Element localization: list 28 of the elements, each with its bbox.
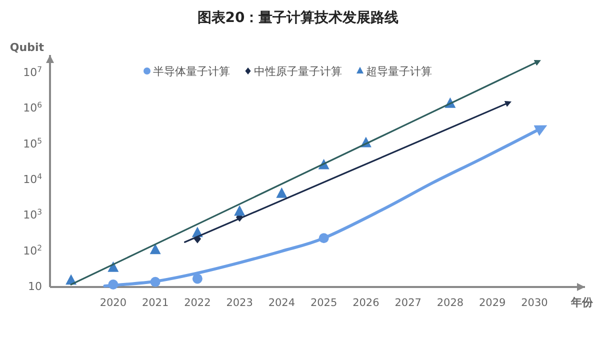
y-tick-label: 10$^{6}$ xyxy=(23,100,42,115)
y-tick-label: 10$^{2}$ xyxy=(23,242,42,258)
y-tick-label: 10$^{5}$ xyxy=(23,136,42,150)
legend-label: 半导体量子计算 xyxy=(153,65,230,78)
point xyxy=(150,244,161,254)
x-tick-label: 2030 xyxy=(521,297,548,309)
x-tick-label: 2029 xyxy=(478,297,506,309)
x-tick-label: 2024 xyxy=(268,297,296,309)
x-tick-label: 2023 xyxy=(226,297,253,309)
legend-label: 中性原子量子计算 xyxy=(254,65,342,78)
x-tick-label: 2020 xyxy=(100,297,127,309)
chart-title: 图表20：量子计算技术发展路线 xyxy=(197,10,399,26)
x-tick-label: 2021 xyxy=(142,297,169,309)
x-axis-title: 年份 xyxy=(570,296,594,309)
point xyxy=(234,205,246,216)
x-tick-label: 2027 xyxy=(394,297,422,309)
y-axis-title: Qubit xyxy=(10,41,44,54)
point xyxy=(276,187,288,198)
legend-label: 超导量子计算 xyxy=(366,65,432,78)
point xyxy=(192,274,202,284)
y-tick-label: 10$^{4}$ xyxy=(23,172,42,186)
x-tick-label: 2026 xyxy=(352,297,380,309)
x-tick-label: 2028 xyxy=(436,297,464,309)
y-tick-label: 10$^{7}$ xyxy=(23,64,42,80)
x-tick-label: 2022 xyxy=(184,297,211,309)
x-tick-label: 2025 xyxy=(310,297,338,309)
y-tick-label: 10$^{3}$ xyxy=(23,207,42,222)
y-tick-label: 10 xyxy=(28,280,42,293)
